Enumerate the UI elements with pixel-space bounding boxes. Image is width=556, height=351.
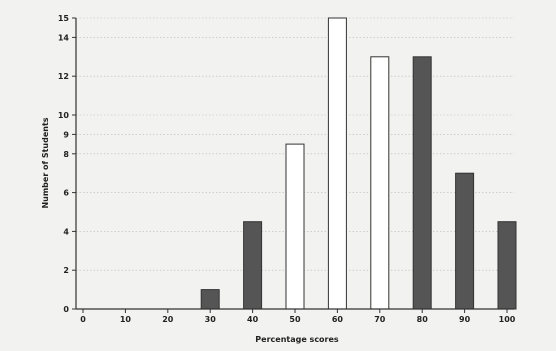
y-tick-label: 9 <box>63 130 69 139</box>
x-tick-label: 100 <box>499 315 516 324</box>
bar-90 <box>455 172 475 310</box>
y-tick-label: 0 <box>63 305 69 314</box>
bars <box>200 17 517 310</box>
bar-30 <box>200 289 220 310</box>
y-tick-label: 2 <box>63 266 69 275</box>
x-tick-label: 70 <box>374 315 386 324</box>
x-tick-label: 40 <box>247 315 259 324</box>
bar-70 <box>370 56 390 310</box>
bar-40 <box>243 221 263 310</box>
y-tick-labels: 0 2 4 6 8 9 10 12 14 15 <box>58 14 76 314</box>
bar-50 <box>285 143 305 310</box>
x-tick-label: 50 <box>289 315 301 324</box>
y-tick-label: 4 <box>63 227 69 236</box>
x-tick-label: 30 <box>205 315 217 324</box>
x-tick-label: 80 <box>417 315 429 324</box>
x-tick-label: 60 <box>332 315 344 324</box>
bar-60 <box>327 17 347 310</box>
bar-100 <box>497 221 517 310</box>
y-tick-label: 8 <box>63 150 69 159</box>
y-tick-label: 15 <box>58 14 70 23</box>
gridlines <box>76 17 514 271</box>
y-tick-label: 6 <box>63 189 69 198</box>
x-tick-label: 10 <box>120 315 132 324</box>
x-tick-label: 90 <box>459 315 471 324</box>
x-tick-labels: 0 10 20 30 40 50 60 70 80 90 100 <box>80 309 516 324</box>
y-tick-label: 14 <box>58 33 70 42</box>
x-axis-title: Percentage scores <box>255 335 339 344</box>
y-tick-label: 12 <box>58 72 69 81</box>
x-tick-label: 20 <box>162 315 174 324</box>
y-tick-label: 10 <box>58 111 70 120</box>
y-axis-title: Number of Students <box>41 117 50 208</box>
x-tick-label: 0 <box>80 315 86 324</box>
bar-80 <box>412 56 432 310</box>
